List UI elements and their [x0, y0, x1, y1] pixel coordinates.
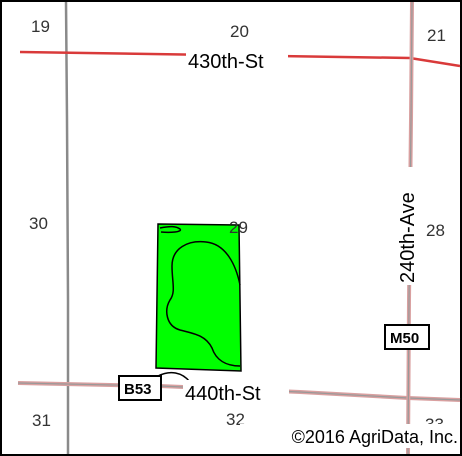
section-number-29: 29 — [229, 218, 248, 237]
south-road-center — [17, 382, 461, 401]
west-road-line — [64, 1, 70, 454]
section-number-31: 31 — [32, 411, 51, 430]
north-road-label: 430th-St — [188, 51, 264, 73]
m50-shield-label: M50 — [390, 330, 419, 347]
east-road-label: 240th-Ave — [397, 192, 419, 283]
b53-shield — [118, 375, 162, 401]
section-number-30: 30 — [29, 214, 48, 233]
section-number-19: 19 — [31, 17, 50, 36]
section-number-21: 21 — [427, 26, 446, 45]
east-road-label-bg — [398, 167, 418, 285]
section-number-28: 28 — [426, 221, 445, 240]
b53-shield-label: B53 — [124, 381, 152, 398]
east-road-label-group: 240th-Ave — [397, 167, 419, 285]
m50-shield — [384, 324, 430, 350]
soil-boundary-bottom — [157, 371, 191, 383]
south-road-label-bg — [183, 380, 289, 402]
south-road-label: 440th-St — [185, 383, 261, 405]
section-number-20: 20 — [230, 22, 249, 41]
copyright-bg — [240, 424, 460, 448]
soil-boundary-main — [166, 240, 241, 367]
north-road-label-bg — [186, 50, 288, 70]
copyright-text: ©2016 AgriData, Inc. — [292, 427, 458, 447]
soil-boundary-top — [159, 225, 182, 234]
field-parcel[interactable] — [155, 223, 242, 372]
